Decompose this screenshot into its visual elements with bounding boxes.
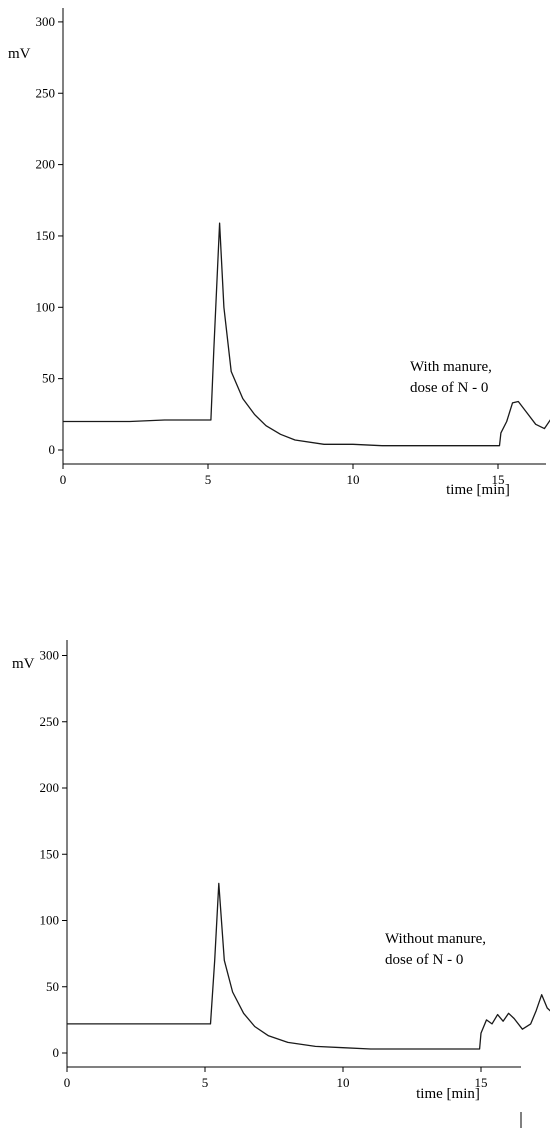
y-tick-label: 250 <box>36 85 56 100</box>
x-tick-label: 10 <box>337 1075 350 1090</box>
x-axis-label: time [min] <box>416 1086 480 1102</box>
chart-panel-1: 050100150200250300051015202530mVtime [mi… <box>8 8 550 498</box>
chart-panel-2: 050100150200250300051015202530mVtime [mi… <box>12 640 550 1102</box>
annotation-line-1: Without manure, <box>385 931 486 947</box>
x-tick-label: 0 <box>60 472 67 487</box>
y-tick-label: 100 <box>40 913 60 928</box>
y-tick-label: 0 <box>49 442 56 457</box>
y-tick-label: 200 <box>36 157 56 172</box>
y-tick-label: 50 <box>42 371 55 386</box>
annotation-line-1: With manure, <box>410 359 492 375</box>
x-tick-label: 15 <box>475 1075 488 1090</box>
x-tick-label: 5 <box>205 472 212 487</box>
annotation-line-2: dose of N - 0 <box>385 952 463 968</box>
y-axis-label: mV <box>12 656 35 672</box>
y-tick-label: 300 <box>36 14 56 29</box>
y-tick-label: 250 <box>40 714 60 729</box>
y-tick-label: 300 <box>40 648 60 663</box>
x-tick-label: 0 <box>64 1075 71 1090</box>
x-tick-label: 5 <box>202 1075 209 1090</box>
chromatogram-trace <box>67 882 550 1050</box>
y-axis-label: mV <box>8 46 31 62</box>
y-tick-label: 100 <box>36 299 56 314</box>
x-tick-label: 10 <box>347 472 360 487</box>
y-tick-label: 150 <box>40 846 60 861</box>
x-axis-label: time [min] <box>446 482 510 498</box>
y-tick-label: 200 <box>40 780 60 795</box>
y-tick-label: 50 <box>46 979 59 994</box>
x-tick-label: 15 <box>492 472 505 487</box>
annotation-line-2: dose of N - 0 <box>410 380 488 396</box>
chromatogram-trace <box>63 222 550 447</box>
y-tick-label: 150 <box>36 228 56 243</box>
y-tick-label: 0 <box>53 1045 60 1060</box>
